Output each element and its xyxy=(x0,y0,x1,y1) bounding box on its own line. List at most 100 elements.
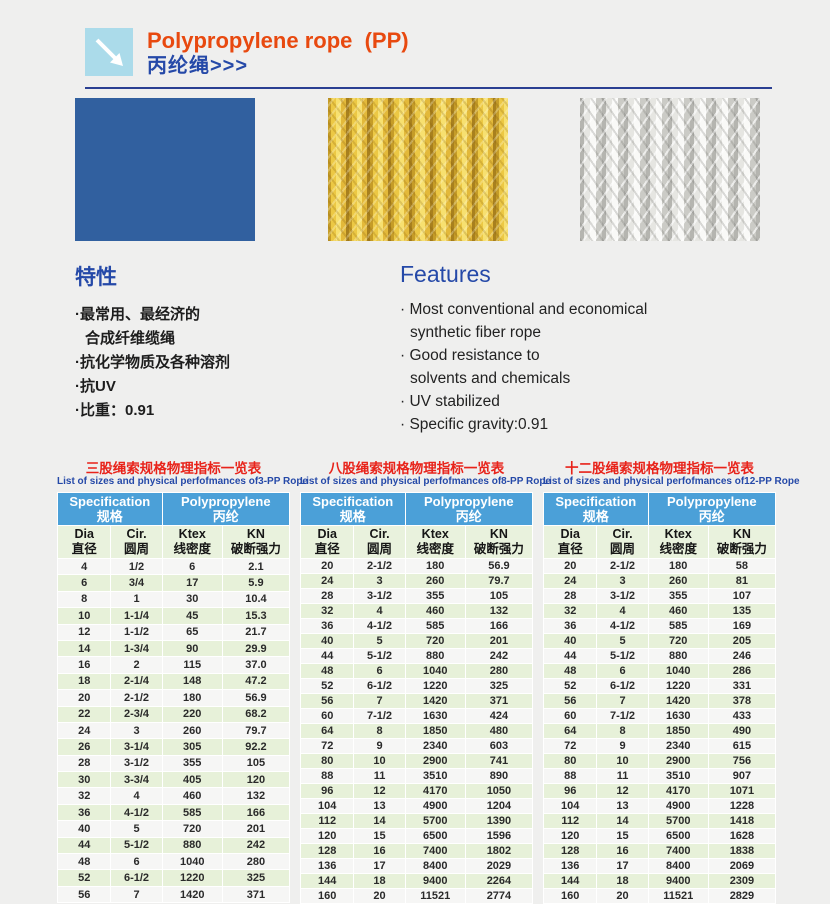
feature-item: ·抗UV xyxy=(75,378,116,395)
poly-label-zh: 丙纶 xyxy=(455,509,482,524)
col-dia: Dia 直径 xyxy=(544,526,597,558)
col-ktex: Ktex 线密度 xyxy=(648,526,708,558)
table-cell: 40 xyxy=(58,821,111,837)
table-cell: 107 xyxy=(708,589,775,603)
table-row: 14 1-3/4 90 29.9 xyxy=(58,640,289,657)
table-cell: 405 xyxy=(162,772,222,788)
table-cell: 6 xyxy=(58,575,111,591)
col-ktex: Ktex 线密度 xyxy=(405,526,465,558)
table-cell: 2774 xyxy=(465,889,532,903)
table-row: 52 6-1/2 1220 331 xyxy=(544,679,775,693)
table-cell: 741 xyxy=(465,754,532,768)
header-polypropylene: Polypropylene 丙纶 xyxy=(648,493,775,525)
table-cell: 15.3 xyxy=(222,608,289,624)
table-cell: 7400 xyxy=(405,844,465,858)
table-cell: 3510 xyxy=(405,769,465,783)
table-cell: 32 xyxy=(544,604,597,618)
table-title: 三股绳索规格物理指标一览表 xyxy=(85,461,262,476)
table-cell: 14 xyxy=(597,814,648,828)
table-cell: 5-1/2 xyxy=(597,649,648,663)
table-cell: 48 xyxy=(58,854,111,870)
table-row: 24 3 260 79.7 xyxy=(58,722,289,739)
table-cell: 169 xyxy=(708,619,775,633)
table-cell: 280 xyxy=(465,664,532,678)
table-row: 104 13 4900 1204 xyxy=(301,799,532,813)
table-cell: 6500 xyxy=(648,829,708,843)
spec-table-12-strand: 十二股绳索规格物理指标一览表 List of sizes and physica… xyxy=(543,461,800,904)
table-cell: 1838 xyxy=(708,844,775,858)
table-cell: 9400 xyxy=(405,874,465,888)
table-cell: 14 xyxy=(58,640,111,657)
table-row: 24 3 260 79.7 xyxy=(301,574,532,588)
table-cell: 585 xyxy=(648,619,708,633)
table-cell: 120 xyxy=(222,772,289,788)
table-cell: 5-1/2 xyxy=(354,649,405,663)
table-row: 72 9 2340 603 xyxy=(301,739,532,753)
page-title-zh-link[interactable]: 丙纶绳>>> xyxy=(147,55,249,77)
table-cell: 480 xyxy=(465,724,532,738)
table-cell: 132 xyxy=(222,788,289,804)
table-cell: 1050 xyxy=(465,784,532,798)
table-cell: 12 xyxy=(597,784,648,798)
col-dia: Dia 直径 xyxy=(58,526,111,558)
table-cell: 1220 xyxy=(648,679,708,693)
table-cell: 2-3/4 xyxy=(111,706,162,722)
table-body: 4 1/2 6 2.1 6 3/4 17 5.9 8 1 30 10.4 10 1-1/4 45 15.3 12… xyxy=(58,559,289,903)
table-cell: 5-1/2 xyxy=(111,837,162,854)
table-row: 80 10 2900 741 xyxy=(301,754,532,768)
table-row: 80 10 2900 756 xyxy=(544,754,775,768)
col-dia-zh: 直径 xyxy=(314,542,340,556)
table-cell: 14 xyxy=(354,814,405,828)
table-cell: 4-1/2 xyxy=(111,804,162,821)
table-cell: 9400 xyxy=(648,874,708,888)
table-row: 44 5-1/2 880 242 xyxy=(301,649,532,663)
table-cell: 8400 xyxy=(405,859,465,873)
table-cell: 26 xyxy=(58,739,111,755)
table-cell: 21.7 xyxy=(222,624,289,640)
table-row: 88 11 3510 907 xyxy=(544,769,775,783)
table-cell: 4 xyxy=(597,604,648,618)
table-row: 36 4-1/2 585 166 xyxy=(58,804,289,821)
table-row: 112 14 5700 1418 xyxy=(544,814,775,828)
table-cell: 24 xyxy=(544,574,597,588)
table-row: 32 4 460 135 xyxy=(544,604,775,618)
table-cell: 44 xyxy=(301,649,354,663)
table-cell: 17 xyxy=(354,859,405,873)
header-titles: Polypropylene rope (PP) 丙纶绳>>> xyxy=(147,28,409,79)
table-cell: 56.9 xyxy=(222,690,289,706)
table-row: 112 14 5700 1390 xyxy=(301,814,532,828)
table-cell: 112 xyxy=(301,814,354,828)
table-cell: 18 xyxy=(58,673,111,690)
table-row: 64 8 1850 480 xyxy=(301,724,532,738)
feature-item: synthetic fiber rope xyxy=(410,324,541,341)
col-kn: KN 破断强力 xyxy=(708,526,775,558)
table-cell: 15 xyxy=(597,829,648,843)
table-cell: 242 xyxy=(222,837,289,854)
table-cell: 2069 xyxy=(708,859,775,873)
table-title: 十二股绳索规格物理指标一览表 xyxy=(565,461,754,476)
table-cell: 36 xyxy=(58,804,111,821)
table-cell: 3/4 xyxy=(111,575,162,591)
table-cell: 80 xyxy=(544,754,597,768)
table-cell: 96 xyxy=(544,784,597,798)
feature-item: · UV stabilized xyxy=(400,393,500,410)
table-row: 128 16 7400 1802 xyxy=(301,844,532,858)
table-cell: 371 xyxy=(465,694,532,708)
table-row: 30 3-3/4 405 120 xyxy=(58,772,289,788)
table-cell: 29.9 xyxy=(222,640,289,657)
table-cell: 30 xyxy=(162,591,222,608)
table-row: 20 2-1/2 180 58 xyxy=(544,559,775,573)
table-cell: 1040 xyxy=(162,854,222,870)
table-cell: 1-3/4 xyxy=(111,640,162,657)
table-cell: 4 xyxy=(58,559,111,575)
table-row: 28 3-1/2 355 105 xyxy=(58,755,289,772)
table-cell: 460 xyxy=(405,604,465,618)
table-cell: 48 xyxy=(544,664,597,678)
table-cell: 30 xyxy=(58,772,111,788)
table-cell: 1071 xyxy=(708,784,775,798)
table-cell: 12 xyxy=(58,624,111,640)
table-cell: 88 xyxy=(544,769,597,783)
table-row: 56 7 1420 371 xyxy=(301,694,532,708)
table-header-columns: Dia 直径 Cir. 圆周 Ktex 线密度 KN 破断强力 xyxy=(301,526,532,558)
table-cell: 2-1/2 xyxy=(597,559,648,573)
